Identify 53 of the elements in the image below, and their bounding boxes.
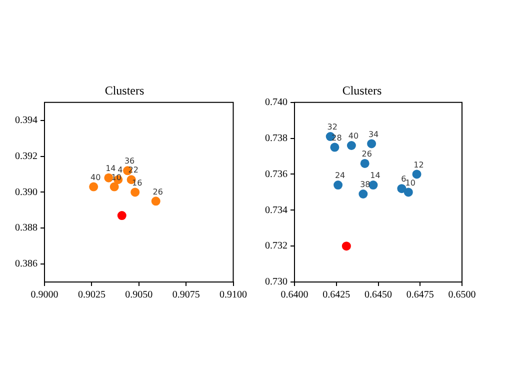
x-tick-label: 0.6425 bbox=[322, 290, 350, 301]
y-tick-label: 0.730 bbox=[265, 276, 288, 288]
annotation: 12 bbox=[414, 160, 424, 170]
point bbox=[358, 189, 368, 198]
x-tick-label: 0.9075 bbox=[172, 290, 200, 301]
annotation: 26 bbox=[152, 187, 163, 196]
chart-title: Clusters bbox=[104, 83, 144, 98]
annotation: 4 bbox=[118, 166, 123, 175]
x-tick-label: 0.6500 bbox=[448, 290, 476, 301]
y-tick-label: 0.390 bbox=[15, 186, 38, 198]
x-tick-label: 0.6400 bbox=[280, 290, 308, 301]
annotation: 40 bbox=[348, 132, 359, 141]
annotation: 16 bbox=[132, 178, 142, 188]
y-tick-label: 0.386 bbox=[15, 258, 38, 270]
point bbox=[130, 188, 140, 197]
y-tick-label: 0.738 bbox=[265, 132, 288, 144]
annotation: 6 bbox=[401, 174, 406, 184]
point bbox=[346, 141, 356, 150]
point bbox=[367, 139, 376, 148]
annotation: 40 bbox=[90, 172, 101, 182]
annotation: 14 bbox=[106, 164, 116, 173]
y-tick-label: 0.732 bbox=[265, 240, 288, 252]
point bbox=[360, 158, 370, 168]
point bbox=[412, 170, 422, 179]
x-tick-label: 0.9000 bbox=[30, 290, 58, 301]
annotation: 32 bbox=[327, 122, 338, 132]
x-tick-label: 0.6475 bbox=[406, 290, 434, 301]
annotation: 24 bbox=[334, 171, 346, 180]
point bbox=[334, 180, 343, 190]
point bbox=[89, 182, 98, 192]
point bbox=[404, 188, 413, 197]
point bbox=[342, 242, 351, 251]
point bbox=[397, 184, 406, 194]
annotation: 26 bbox=[362, 150, 372, 159]
y-tick-label: 0.394 bbox=[15, 114, 38, 126]
x-tick-label: 0.9025 bbox=[78, 290, 106, 301]
x-tick-label: 0.6450 bbox=[364, 290, 392, 301]
annotation: 36 bbox=[124, 156, 135, 166]
point bbox=[110, 182, 119, 192]
annotation: 34 bbox=[368, 130, 379, 139]
point bbox=[117, 211, 126, 220]
point bbox=[151, 196, 160, 206]
y-tick-label: 0.740 bbox=[265, 97, 288, 108]
annotation: 10 bbox=[405, 178, 416, 188]
chart-title: Clusters bbox=[342, 83, 382, 98]
annotation: 14 bbox=[370, 171, 380, 180]
point bbox=[330, 142, 340, 152]
x-tick-label: 0.9050 bbox=[125, 290, 153, 301]
y-tick-label: 0.392 bbox=[15, 150, 38, 162]
x-tick-label: 0.9100 bbox=[220, 290, 247, 301]
y-tick-label: 0.734 bbox=[265, 204, 288, 216]
y-tick-label: 0.388 bbox=[15, 222, 38, 234]
y-tick-label: 0.736 bbox=[265, 168, 288, 180]
